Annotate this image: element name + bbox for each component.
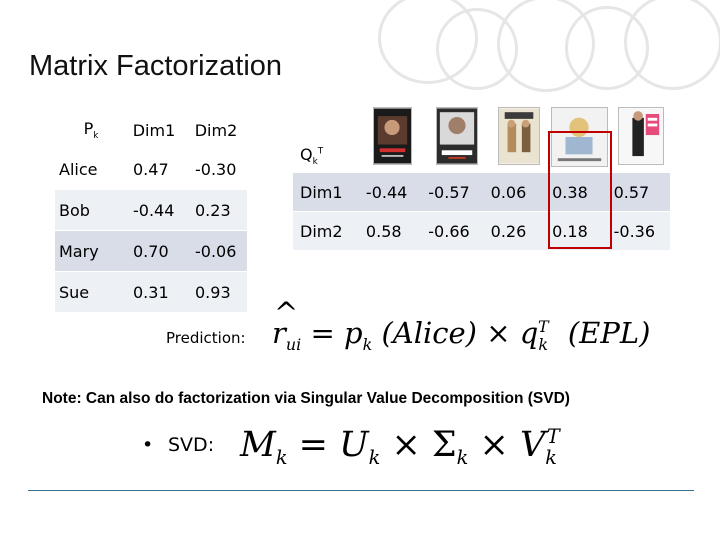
table-cell: -0.06 bbox=[185, 230, 247, 272]
table-cell: -0.36 bbox=[607, 211, 670, 250]
table-row: Mary 0.70 -0.06 bbox=[55, 230, 247, 272]
prediction-formula: ^ rui = pk (Alice) × qkT (EPL) bbox=[272, 296, 651, 354]
movie-poster-5 bbox=[618, 107, 664, 165]
row-label: Dim2 bbox=[293, 211, 360, 250]
decorative-circle bbox=[624, 0, 720, 90]
table-cell: -0.44 bbox=[359, 173, 423, 212]
table-cell: 0.23 bbox=[185, 189, 247, 231]
table-cell: -0.66 bbox=[422, 211, 485, 250]
table-row: Dim2 0.58 -0.66 0.26 0.18 -0.36 bbox=[293, 211, 670, 250]
movie-poster-1 bbox=[373, 107, 412, 165]
svd-formula: Mk = Uk × Σk × VkT bbox=[240, 425, 560, 469]
table-row: Sue 0.31 0.93 bbox=[55, 271, 247, 313]
table-header-row: QkT bbox=[293, 140, 670, 173]
table-cell: 0.70 bbox=[123, 230, 185, 272]
bullet-point: • bbox=[142, 434, 154, 456]
table-cell: 0.06 bbox=[484, 173, 547, 212]
table-cell: 0.26 bbox=[484, 211, 547, 250]
q-header-label: QkT bbox=[293, 140, 360, 173]
table-row: Bob -0.44 0.23 bbox=[55, 189, 247, 231]
svd-label: SVD: bbox=[168, 434, 215, 456]
table-cell: 0.47 bbox=[123, 149, 185, 190]
prediction-label: Prediction: bbox=[166, 329, 246, 347]
p-header-label: Pk bbox=[83, 118, 99, 142]
table-cell: 0.57 bbox=[607, 173, 670, 212]
table-cell: 0.31 bbox=[123, 271, 185, 313]
table-cell: 0.93 bbox=[185, 271, 247, 313]
slide-title: Matrix Factorization bbox=[29, 50, 283, 82]
row-label: Alice bbox=[55, 149, 123, 190]
p-header-dim2: Dim2 bbox=[194, 120, 238, 140]
row-label: Mary bbox=[55, 230, 123, 272]
movie-poster-2 bbox=[436, 107, 478, 165]
table-cell: 0.58 bbox=[359, 211, 423, 250]
row-label: Dim1 bbox=[293, 173, 360, 212]
table-cell: -0.30 bbox=[185, 149, 247, 190]
divider-line bbox=[28, 490, 694, 491]
table-header-row: Pk Dim1 Dim2 bbox=[55, 111, 247, 149]
table-cell: 0.18 bbox=[546, 211, 608, 250]
table-cell: -0.57 bbox=[422, 173, 485, 212]
highlight-box bbox=[548, 131, 612, 249]
p-header-dim1: Dim1 bbox=[132, 120, 176, 140]
p-matrix-table: Pk Dim1 Dim2 Alice 0.47 -0.30 Bob -0.44 … bbox=[55, 111, 247, 313]
r-hat-symbol: ^ rui bbox=[272, 296, 302, 354]
note-text: Note: Can also do factorization via Sing… bbox=[42, 390, 570, 407]
table-cell: 0.38 bbox=[546, 173, 608, 212]
table-row: Alice 0.47 -0.30 bbox=[55, 149, 247, 190]
row-label: Bob bbox=[55, 189, 123, 231]
row-label: Sue bbox=[55, 271, 123, 313]
q-transpose-matrix-table: QkT Dim1 -0.44 -0.57 0.06 0.38 0.57 Dim2… bbox=[293, 140, 670, 250]
movie-poster-4 bbox=[551, 107, 608, 167]
movie-poster-3 bbox=[498, 107, 540, 165]
table-cell: -0.44 bbox=[123, 189, 185, 231]
table-row: Dim1 -0.44 -0.57 0.06 0.38 0.57 bbox=[293, 173, 670, 212]
